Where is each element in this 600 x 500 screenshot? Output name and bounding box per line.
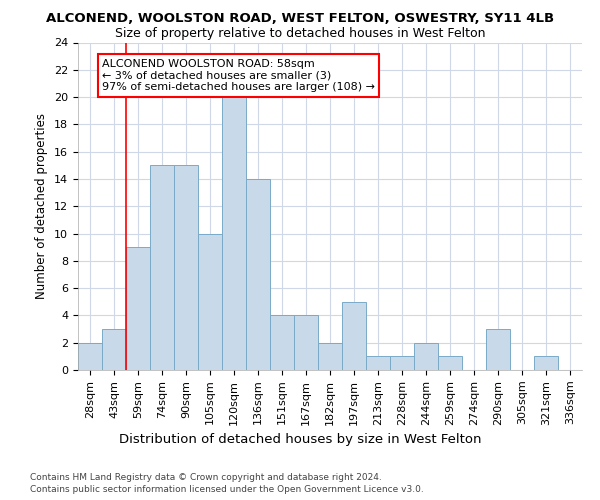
Text: Contains public sector information licensed under the Open Government Licence v3: Contains public sector information licen… bbox=[30, 485, 424, 494]
Text: ALCONEND WOOLSTON ROAD: 58sqm
← 3% of detached houses are smaller (3)
97% of sem: ALCONEND WOOLSTON ROAD: 58sqm ← 3% of de… bbox=[102, 59, 375, 92]
Bar bbox=[198, 234, 222, 370]
Bar bbox=[414, 342, 438, 370]
Bar bbox=[438, 356, 462, 370]
Bar bbox=[246, 179, 270, 370]
Bar bbox=[486, 329, 510, 370]
Bar bbox=[342, 302, 366, 370]
Text: Distribution of detached houses by size in West Felton: Distribution of detached houses by size … bbox=[119, 432, 481, 446]
Bar bbox=[222, 97, 246, 370]
Bar bbox=[102, 329, 126, 370]
Bar bbox=[78, 342, 102, 370]
Text: Contains HM Land Registry data © Crown copyright and database right 2024.: Contains HM Land Registry data © Crown c… bbox=[30, 472, 382, 482]
Bar bbox=[318, 342, 342, 370]
Bar bbox=[534, 356, 558, 370]
Bar bbox=[270, 316, 294, 370]
Bar bbox=[390, 356, 414, 370]
Y-axis label: Number of detached properties: Number of detached properties bbox=[35, 114, 49, 299]
Bar bbox=[126, 247, 150, 370]
Text: ALCONEND, WOOLSTON ROAD, WEST FELTON, OSWESTRY, SY11 4LB: ALCONEND, WOOLSTON ROAD, WEST FELTON, OS… bbox=[46, 12, 554, 26]
Bar bbox=[366, 356, 390, 370]
Bar bbox=[174, 166, 198, 370]
Bar bbox=[294, 316, 318, 370]
Bar bbox=[150, 166, 174, 370]
Text: Size of property relative to detached houses in West Felton: Size of property relative to detached ho… bbox=[115, 28, 485, 40]
